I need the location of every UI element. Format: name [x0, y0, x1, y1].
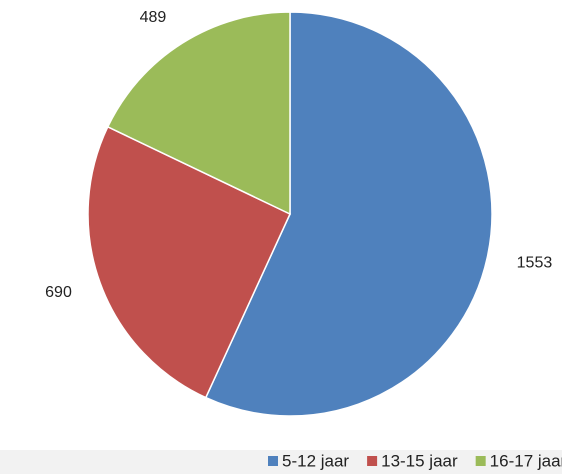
data-label: 690: [45, 284, 72, 301]
legend-label: 13-15 jaar: [381, 451, 458, 470]
legend-label: 5-12 jaar: [282, 451, 349, 470]
data-label: 489: [140, 9, 167, 26]
legend-swatch: [367, 456, 378, 466]
pie-slice: [204, 11, 493, 417]
legend-swatch: [268, 456, 278, 466]
pie-slice: [87, 125, 291, 399]
legend-label: 16-17 jaar: [490, 451, 562, 470]
legend-swatch: [475, 456, 486, 466]
pie-slice: [106, 11, 291, 216]
legend-background: [0, 450, 562, 474]
data-label: 1553: [517, 255, 553, 272]
